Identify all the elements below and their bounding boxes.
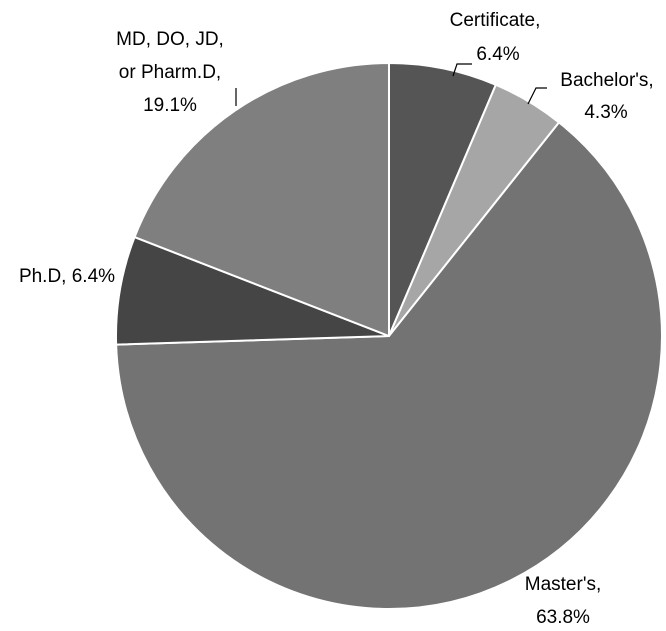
data-label-bachelors-value: 4.3% [584,102,627,123]
leader-line-bachelors [527,87,547,105]
data-labels: Certificate, 6.4% Bachelor's, 4.3% Maste… [19,10,654,628]
data-label-bachelors-name: Bachelor's, [560,70,653,91]
leader-lines [235,63,547,106]
data-label-md-name: MD, DO, JD, [116,29,224,50]
data-label-md-name-2: or Pharm.D, [119,62,221,83]
data-label-masters-name: Master's, [525,574,601,595]
pie-slice-master-s [115,121,663,610]
data-label-certificate-name: Certificate, [450,10,541,31]
pie-slices [115,62,663,610]
pie-slice-md-do-jd-or-pharm-d [133,62,390,337]
data-label-certificate-value: 6.4% [476,44,519,65]
data-label-md-value: 19.1% [143,95,197,116]
leader-line-certificate [452,63,472,77]
data-label-masters-value: 63.8% [536,607,590,628]
data-label-phd: Ph.D, 6.4% [19,266,115,287]
